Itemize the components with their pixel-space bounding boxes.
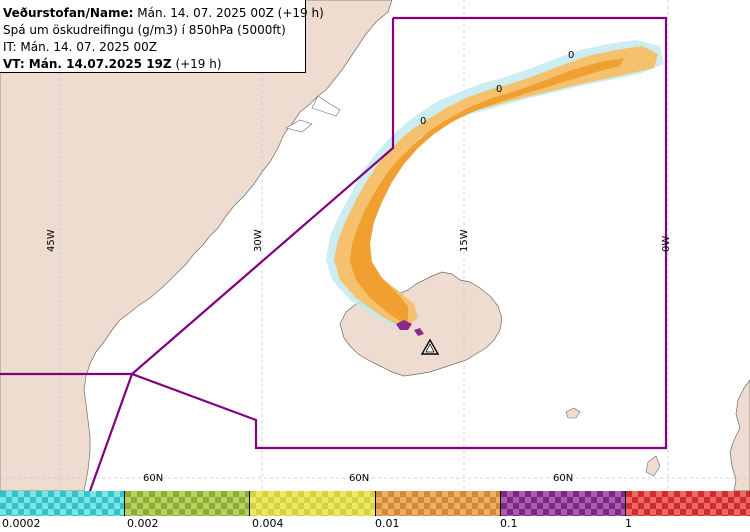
ash-medium-band xyxy=(350,58,624,326)
graticule xyxy=(0,0,750,491)
legend-swatch xyxy=(500,491,626,516)
legend-label: 0.002 xyxy=(127,517,159,530)
legend-label: 0.01 xyxy=(375,517,400,530)
legend-swatch xyxy=(125,491,251,516)
legend-label: 0.004 xyxy=(252,517,284,530)
legend-swatch xyxy=(250,491,376,516)
norway-coast xyxy=(729,379,750,491)
issue-time: IT: Mán. 14. 07. 2025 00Z xyxy=(3,40,157,54)
product-description: Spá um öskudreifingu (g/m3) í 850hPa (50… xyxy=(3,23,286,37)
longitude-label: 30W xyxy=(253,229,264,252)
forecast-map[interactable]: 0 0 0 45W 30W 15W 0W 60N 60N 60N xyxy=(0,0,750,491)
issuer-line: Veðurstofan/Name: Mán. 14. 07. 2025 00Z … xyxy=(3,6,324,20)
ash-high-core xyxy=(396,320,412,330)
contour-label: 0 xyxy=(496,84,502,95)
ash-high-core-2 xyxy=(414,328,424,336)
longitude-label: 15W xyxy=(459,229,470,252)
latitude-label: 60N xyxy=(143,473,163,484)
contour-label: 0 xyxy=(420,116,426,127)
forecast-region-boundary xyxy=(0,16,668,491)
legend-label: 0.0002 xyxy=(2,517,41,530)
legend-swatch xyxy=(625,491,750,516)
latitude-label: 60N xyxy=(553,473,573,484)
legend-color-bar xyxy=(0,491,750,516)
volcano-triangle-icon[interactable] xyxy=(420,338,440,355)
valid-time: VT: Mán. 14.07.2025 19Z (+19 h) xyxy=(3,57,222,71)
latitude-label: 60N xyxy=(349,473,369,484)
shetland-island xyxy=(645,455,661,477)
legend-swatch xyxy=(375,491,501,516)
greenland-landmass xyxy=(0,0,393,491)
legend-labels: 0.0002 0.002 0.004 0.01 0.1 1 xyxy=(0,517,750,532)
forecast-info-panel: Veðurstofan/Name: Mán. 14. 07. 2025 00Z … xyxy=(0,0,324,73)
faroe-islands xyxy=(565,407,581,419)
greenland-fjord-2 xyxy=(285,119,313,133)
longitude-label: 0W xyxy=(661,236,672,252)
contour-label: 0 xyxy=(568,50,574,61)
legend-swatch xyxy=(0,491,126,516)
legend-label: 0.1 xyxy=(500,517,518,530)
longitude-label: 45W xyxy=(46,229,57,252)
ash-plume xyxy=(326,40,664,336)
greenland-fjord xyxy=(311,95,341,117)
legend-label: 1 xyxy=(625,517,632,530)
concentration-legend: 0.0002 0.002 0.004 0.01 0.1 1 xyxy=(0,491,750,532)
